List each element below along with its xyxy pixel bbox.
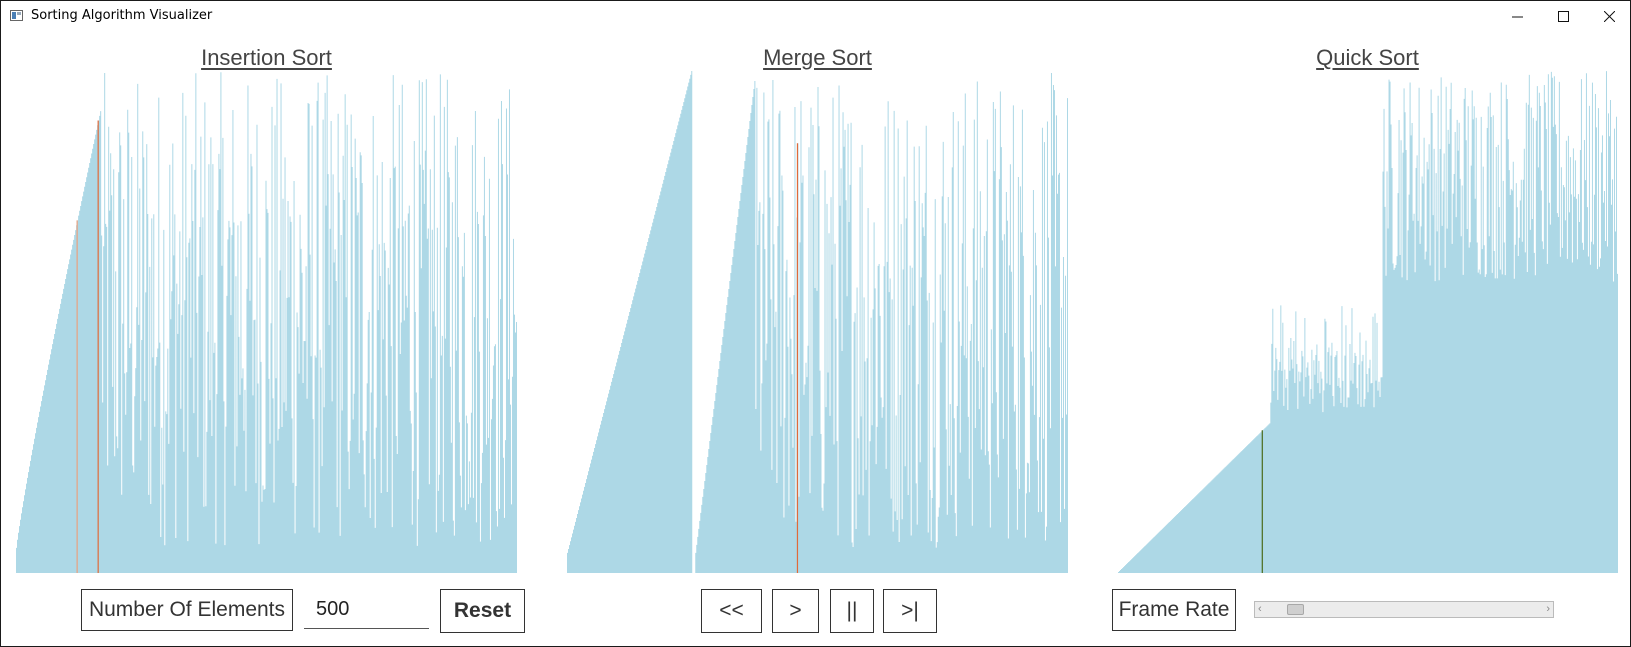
close-icon: [1603, 10, 1615, 22]
panel-title-quick: Quick Sort: [1316, 45, 1419, 70]
merge-sort-bars: [567, 71, 1068, 573]
minimize-icon: [1511, 16, 1523, 17]
pause-button[interactable]: ||: [830, 589, 874, 633]
maximize-icon: [1557, 10, 1569, 22]
slider-left-arrow-icon[interactable]: ‹: [1258, 603, 1262, 615]
panel-title-merge: Merge Sort: [763, 45, 872, 70]
window-title: Sorting Algorithm Visualizer: [31, 8, 213, 23]
rewind-button[interactable]: <<: [701, 589, 762, 633]
insertion-sort-bars: [16, 72, 517, 573]
close-button[interactable]: [1586, 1, 1631, 31]
frame-rate-slider[interactable]: ‹ ›: [1254, 601, 1554, 618]
reset-button[interactable]: Reset: [440, 589, 525, 633]
title-bar[interactable]: Sorting Algorithm Visualizer: [1, 1, 1630, 31]
play-button[interactable]: >: [772, 589, 819, 633]
quick-bars: [1117, 71, 1618, 573]
maximize-button[interactable]: [1540, 1, 1586, 31]
quick-sort-bars: [1117, 71, 1618, 573]
merge-sort-panel: Merge Sort: [567, 41, 1068, 573]
quick-sort-panel: Quick Sort: [1117, 41, 1618, 573]
merge-bars: [567, 71, 1068, 573]
number-of-elements-label: Number Of Elements: [81, 589, 293, 631]
insertion-bars: [16, 72, 517, 573]
minimize-button[interactable]: [1494, 1, 1540, 31]
step-forward-button[interactable]: >|: [883, 589, 937, 633]
slider-right-arrow-icon[interactable]: ›: [1546, 603, 1550, 615]
panel-title-insertion: Insertion Sort: [201, 45, 332, 70]
app-icon: [10, 10, 23, 21]
frame-rate-slider-thumb[interactable]: [1286, 604, 1304, 615]
frame-rate-label: Frame Rate: [1112, 589, 1236, 631]
insertion-sort-panel: Insertion Sort: [16, 41, 517, 573]
number-of-elements-input[interactable]: [304, 591, 429, 629]
